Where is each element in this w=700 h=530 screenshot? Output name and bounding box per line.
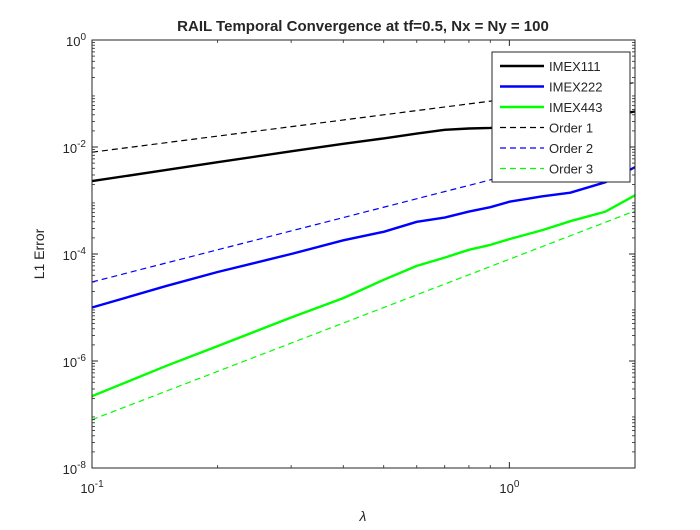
y-tick-label: 10-4 <box>63 246 87 263</box>
y-tick-label: 10-2 <box>63 139 87 156</box>
legend-label: Order 2 <box>549 141 593 156</box>
legend-label: IMEX222 <box>549 80 602 95</box>
y-tick-label: 10-6 <box>63 353 87 370</box>
series-line-order-3 <box>91 210 636 421</box>
series-line-imex443 <box>91 194 636 398</box>
series-line-imex222 <box>91 166 636 309</box>
legend-label: Order 3 <box>549 162 593 177</box>
x-axis-label: λ <box>359 508 367 524</box>
legend-box <box>491 51 631 183</box>
series-layer <box>91 82 636 421</box>
legend: IMEX111 IMEX222 IMEX443 Order 1 Order 2 Order… <box>491 51 631 183</box>
tick-layer: 10-8 10-6 10-4 10-2 100 10-1 100 <box>63 32 635 496</box>
y-axis-label: L1 Error <box>31 228 47 279</box>
series-line-order-2 <box>91 142 636 283</box>
x-tick-label: 100 <box>499 479 519 496</box>
y-tick-label: 100 <box>66 32 86 49</box>
x-tick-label: 10-1 <box>80 479 104 496</box>
y-tick-label: 10-8 <box>63 460 87 477</box>
chart-title: RAIL Temporal Convergence at tf=0.5, Nx … <box>177 18 549 35</box>
series-line-order-1 <box>91 82 636 153</box>
plot-frame <box>91 39 636 469</box>
legend-label: IMEX111 <box>549 59 601 74</box>
legend-label: Order 1 <box>549 121 593 136</box>
legend-label: IMEX443 <box>549 100 602 115</box>
